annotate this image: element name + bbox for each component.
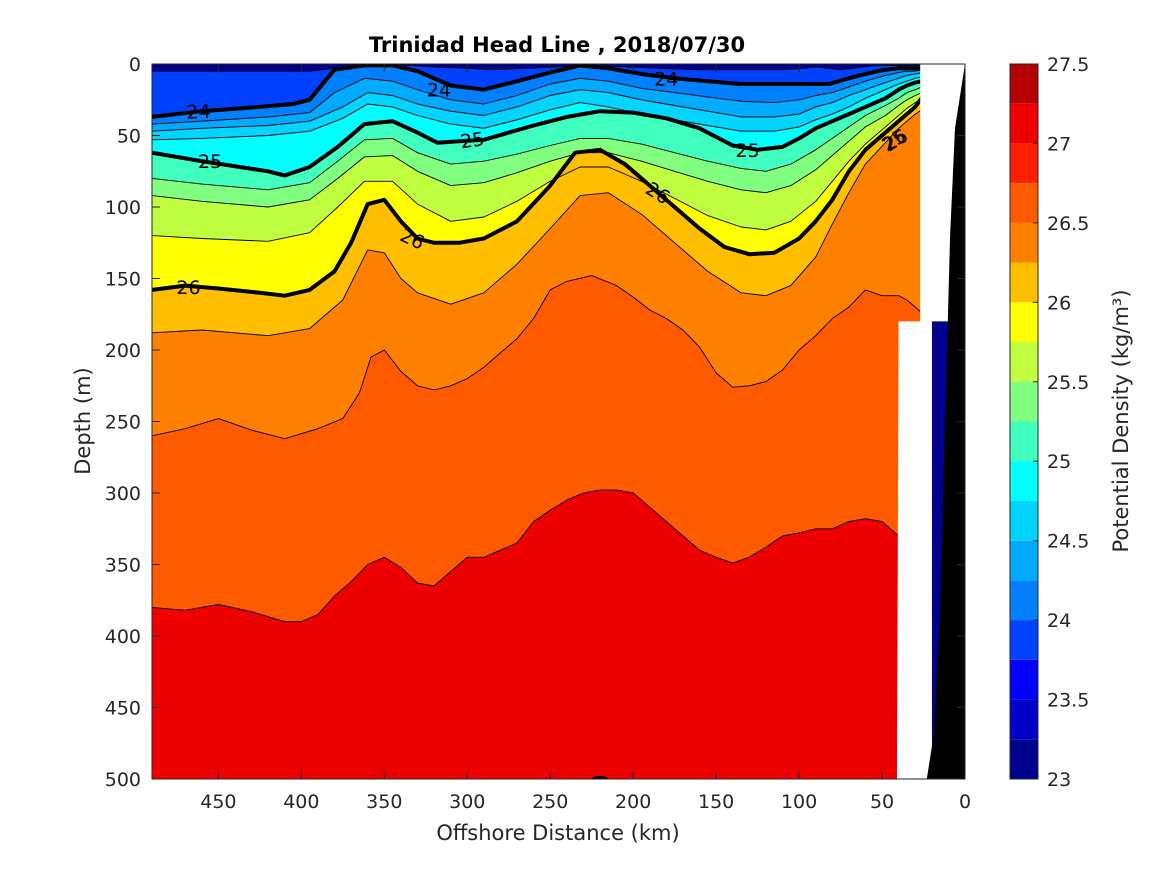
colorbar-swatch-4 xyxy=(1010,580,1038,621)
plot-title: Trinidad Head Line , 2018/07/30 xyxy=(369,33,745,57)
colorbar-tick-label: 24 xyxy=(1047,610,1071,632)
colorbar-swatch-1 xyxy=(1010,699,1038,740)
colorbar-swatch-0 xyxy=(1010,739,1038,779)
contour-label-0: 24 xyxy=(186,101,211,124)
contour-label-7: 26 xyxy=(176,277,200,299)
seafloor-bathymetry xyxy=(926,64,965,779)
y-tick-label: 350 xyxy=(105,555,141,577)
colorbar-swatch-11 xyxy=(1010,302,1038,342)
contour-lines xyxy=(152,64,934,623)
x-tick-label: 200 xyxy=(615,791,651,813)
isopycnal-line-8 xyxy=(152,95,932,242)
colorbar: 23 23.5 24 24.5 25 25.5 26 26.5 27 27.5 xyxy=(1009,54,1089,791)
colorbar-swatch-9 xyxy=(1010,381,1038,422)
y-axis-title: Depth (m) xyxy=(71,367,95,474)
bathymetry-layer xyxy=(591,64,965,779)
axes: 450 400 350 300 250 200 150 100 50 00501001502002… xyxy=(105,54,971,813)
band-fill-12 xyxy=(152,490,916,779)
contour-label-text: 25 xyxy=(736,140,760,162)
isopycnal-line-2 xyxy=(152,69,932,125)
isopycnal-line-7 xyxy=(152,89,932,208)
isopycnal-line-5 xyxy=(152,77,933,178)
colorbar-title: Potential Density (kg/m³) xyxy=(1109,289,1133,552)
colorbar-tick-label: 25 xyxy=(1047,451,1071,473)
x-tick-label: 400 xyxy=(283,791,319,813)
y-tick-label: 0 xyxy=(129,54,141,76)
contour-label-text: 25 xyxy=(459,128,486,153)
y-tick-label: 300 xyxy=(105,483,141,505)
colorbar-swatch-8 xyxy=(1010,421,1038,462)
colorbar-tick-label: 26 xyxy=(1047,292,1071,314)
y-tick-label: 400 xyxy=(105,626,141,648)
contour-label-text: 24 xyxy=(427,80,451,102)
contour-label-text: 25 xyxy=(198,151,222,173)
deep-contour-marker xyxy=(591,776,608,779)
contour-label-3: 25 xyxy=(198,151,222,173)
colorbar-swatch-5 xyxy=(1010,540,1038,581)
colorbar-tick-label: 26.5 xyxy=(1047,213,1089,235)
x-tick-label: 50 xyxy=(870,791,894,813)
isopycnal-line-3 xyxy=(152,70,932,132)
colorbar-swatch-17 xyxy=(1010,64,1038,104)
x-tick-label: 350 xyxy=(366,791,402,813)
contour-label-text: 26 xyxy=(176,277,200,299)
colorbar-swatch-13 xyxy=(1010,222,1038,263)
colorbar-swatch-2 xyxy=(1010,659,1038,700)
colorbar-swatch-16 xyxy=(1010,103,1038,144)
isopycnal-line-6 xyxy=(152,83,932,191)
x-tick-label: 300 xyxy=(449,791,485,813)
isopycnal-line-12 xyxy=(152,489,916,623)
x-axis-title: Offshore Distance (km) xyxy=(436,821,679,845)
x-tick-label: 150 xyxy=(698,791,734,813)
x-tick-label: 450 xyxy=(200,791,236,813)
y-tick-label: 50 xyxy=(117,126,141,148)
contour-label-2: 24 xyxy=(654,68,678,90)
x-tick-label: 250 xyxy=(532,791,568,813)
colorbar-swatch-10 xyxy=(1010,342,1038,382)
colorbar-swatch-14 xyxy=(1010,183,1038,223)
colorbar-swatch-7 xyxy=(1010,461,1038,501)
colorbar-tick-label: 24.5 xyxy=(1047,531,1089,553)
colorbar-tick-label: 23 xyxy=(1047,769,1071,791)
colorbar-swatch-12 xyxy=(1010,262,1038,303)
colorbar-tick-label: 25.5 xyxy=(1047,372,1089,394)
x-tick-label: 100 xyxy=(781,791,817,813)
contour-label-1: 24 xyxy=(427,80,451,102)
y-tick-label: 200 xyxy=(105,340,141,362)
colorbar-frame xyxy=(1009,63,1039,780)
contour-label-5: 25 xyxy=(736,140,760,162)
colorbar-swatch-3 xyxy=(1010,620,1038,660)
colorbar-swatch-6 xyxy=(1010,500,1038,541)
isopycnal-line-10 xyxy=(152,106,932,337)
colorbar-tick-label: 27.5 xyxy=(1047,54,1089,76)
contour-label-text: 24 xyxy=(654,68,678,90)
y-tick-label: 450 xyxy=(105,698,141,720)
y-tick-label: 100 xyxy=(105,197,141,219)
isopycnal-line-11 xyxy=(152,275,929,440)
colorbar-tick-label: 27 xyxy=(1047,133,1071,155)
y-tick-label: 500 xyxy=(105,769,141,791)
contour-label-4: 25 xyxy=(459,128,486,153)
data-gap xyxy=(897,321,932,779)
y-tick-label: 250 xyxy=(105,412,141,434)
x-tick-label: 0 xyxy=(959,791,971,813)
contour-label-text: 24 xyxy=(186,101,211,124)
colorbar-swatch-15 xyxy=(1010,143,1038,184)
isopycnal-line-9 xyxy=(152,84,934,298)
isopycnal-line-1 xyxy=(152,64,933,119)
y-tick-label: 150 xyxy=(105,269,141,291)
colorbar-tick-label: 23.5 xyxy=(1047,690,1089,712)
